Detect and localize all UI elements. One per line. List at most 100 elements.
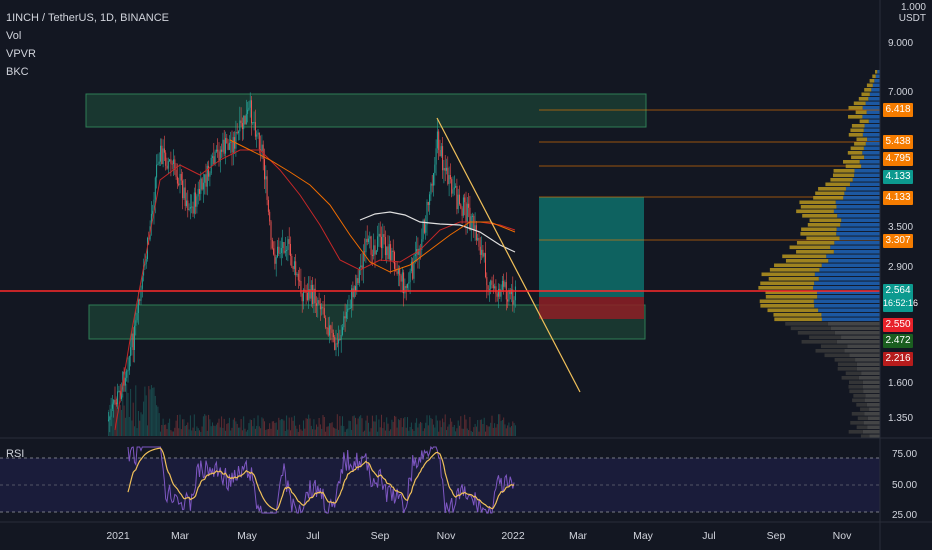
volume-bar [238, 427, 239, 436]
candle-body [361, 265, 363, 270]
candle-body [396, 271, 398, 274]
volume-bar [217, 422, 219, 436]
candle-body [136, 312, 138, 321]
time-tick: Sep [766, 530, 786, 542]
vpvr-bar-blue [867, 416, 880, 421]
volume-bar [122, 393, 124, 436]
volume-bar [384, 430, 386, 436]
descending-trendline[interactable] [436, 117, 581, 393]
candlesticks [108, 92, 516, 433]
candle-body [507, 299, 509, 302]
candle-body [379, 233, 381, 237]
volume-bar [205, 415, 207, 436]
volume-bar [321, 428, 323, 436]
candle-body [301, 293, 303, 302]
candle-body [418, 248, 420, 255]
volume-bar [257, 415, 259, 436]
vpvr-bar-gold [815, 349, 845, 353]
volume-bar [500, 420, 502, 436]
volume-bar [225, 430, 226, 436]
candle-body [231, 141, 233, 153]
candle-body [212, 156, 213, 158]
vpvr-bar-gold [856, 403, 867, 407]
candle-body [504, 282, 506, 287]
candle-body [173, 159, 174, 165]
vpvr-bar-blue [862, 106, 880, 110]
volume-bar [501, 419, 503, 436]
volume-bar [491, 415, 493, 436]
volume-bar [414, 422, 416, 436]
vpvr-bar-blue [863, 389, 880, 394]
vpvr-bar-gold [850, 128, 864, 133]
volume-bar [362, 431, 364, 436]
symbol-legend[interactable]: 1INCH / TetherUS, 1D, BINANCE [6, 12, 170, 24]
candle-body [123, 371, 125, 386]
volume-bar [214, 426, 216, 436]
volume-bar [113, 409, 115, 436]
volume-bar [356, 424, 358, 436]
vpvr-bar-gold [848, 133, 863, 137]
vpvr-bar-blue [866, 403, 880, 407]
volume-bar [452, 426, 454, 436]
candle-body [329, 325, 330, 336]
indicator-vpvr[interactable]: VPVR [6, 48, 36, 60]
volume-bar [210, 426, 212, 436]
volume-bar [300, 429, 302, 436]
candle-body [180, 173, 182, 181]
current-price-value: 2.564 [885, 285, 911, 296]
volume-bar [438, 431, 440, 436]
volume-bar [361, 418, 363, 436]
candle-body [414, 253, 416, 257]
volume-bar [273, 421, 275, 436]
candle-body [314, 288, 316, 304]
vpvr-bar-blue [844, 191, 880, 196]
volume-bar [456, 428, 458, 436]
vpvr-bar-gold [800, 205, 837, 209]
candle-body [438, 131, 440, 150]
candle-body [407, 283, 408, 288]
candle-body [262, 144, 264, 160]
candle-body [182, 180, 184, 199]
candle-body [193, 192, 195, 214]
volume-bar [192, 427, 194, 436]
volume-bar [124, 417, 126, 436]
candle-body [390, 244, 392, 261]
candle-body [339, 339, 341, 341]
volume-bar [404, 417, 406, 436]
volume-bar [421, 422, 423, 436]
rsi-label[interactable]: RSI [6, 448, 25, 460]
candle-body [351, 288, 353, 308]
candle-body [183, 187, 185, 199]
long-position-stop[interactable] [539, 297, 644, 319]
candle-body [117, 391, 119, 405]
price-badge-4133: 4.133 [883, 191, 913, 205]
volume-bar [111, 402, 113, 436]
candle-body [196, 196, 198, 207]
volume-bar [174, 427, 176, 436]
volume-bar [115, 396, 117, 436]
volume-bar [267, 429, 269, 436]
volume-bar [464, 414, 466, 436]
candle-body [261, 144, 263, 151]
volume-bar [223, 418, 225, 436]
vpvr-bar-blue [862, 115, 880, 119]
indicator-bkc[interactable]: BKC [6, 66, 29, 78]
volume-bar [360, 415, 362, 436]
currency-unit[interactable]: 1.000 USDT [899, 2, 926, 24]
candle-body [169, 159, 171, 162]
volume-bar [505, 428, 507, 436]
candle-body [195, 192, 197, 207]
volume-bar [446, 430, 447, 436]
volume-bar [118, 405, 120, 436]
indicator-vol[interactable]: Vol [6, 30, 22, 42]
candle-body [404, 286, 406, 294]
vpvr-bar-gold [864, 88, 872, 92]
candle-body [462, 197, 464, 216]
long-position-target[interactable] [539, 197, 644, 297]
volume-bar [408, 430, 410, 436]
volume-bar [145, 395, 147, 436]
candle-body [482, 249, 484, 257]
vpvr-bar-blue [863, 146, 880, 151]
vpvr-bar-gold [837, 367, 857, 371]
